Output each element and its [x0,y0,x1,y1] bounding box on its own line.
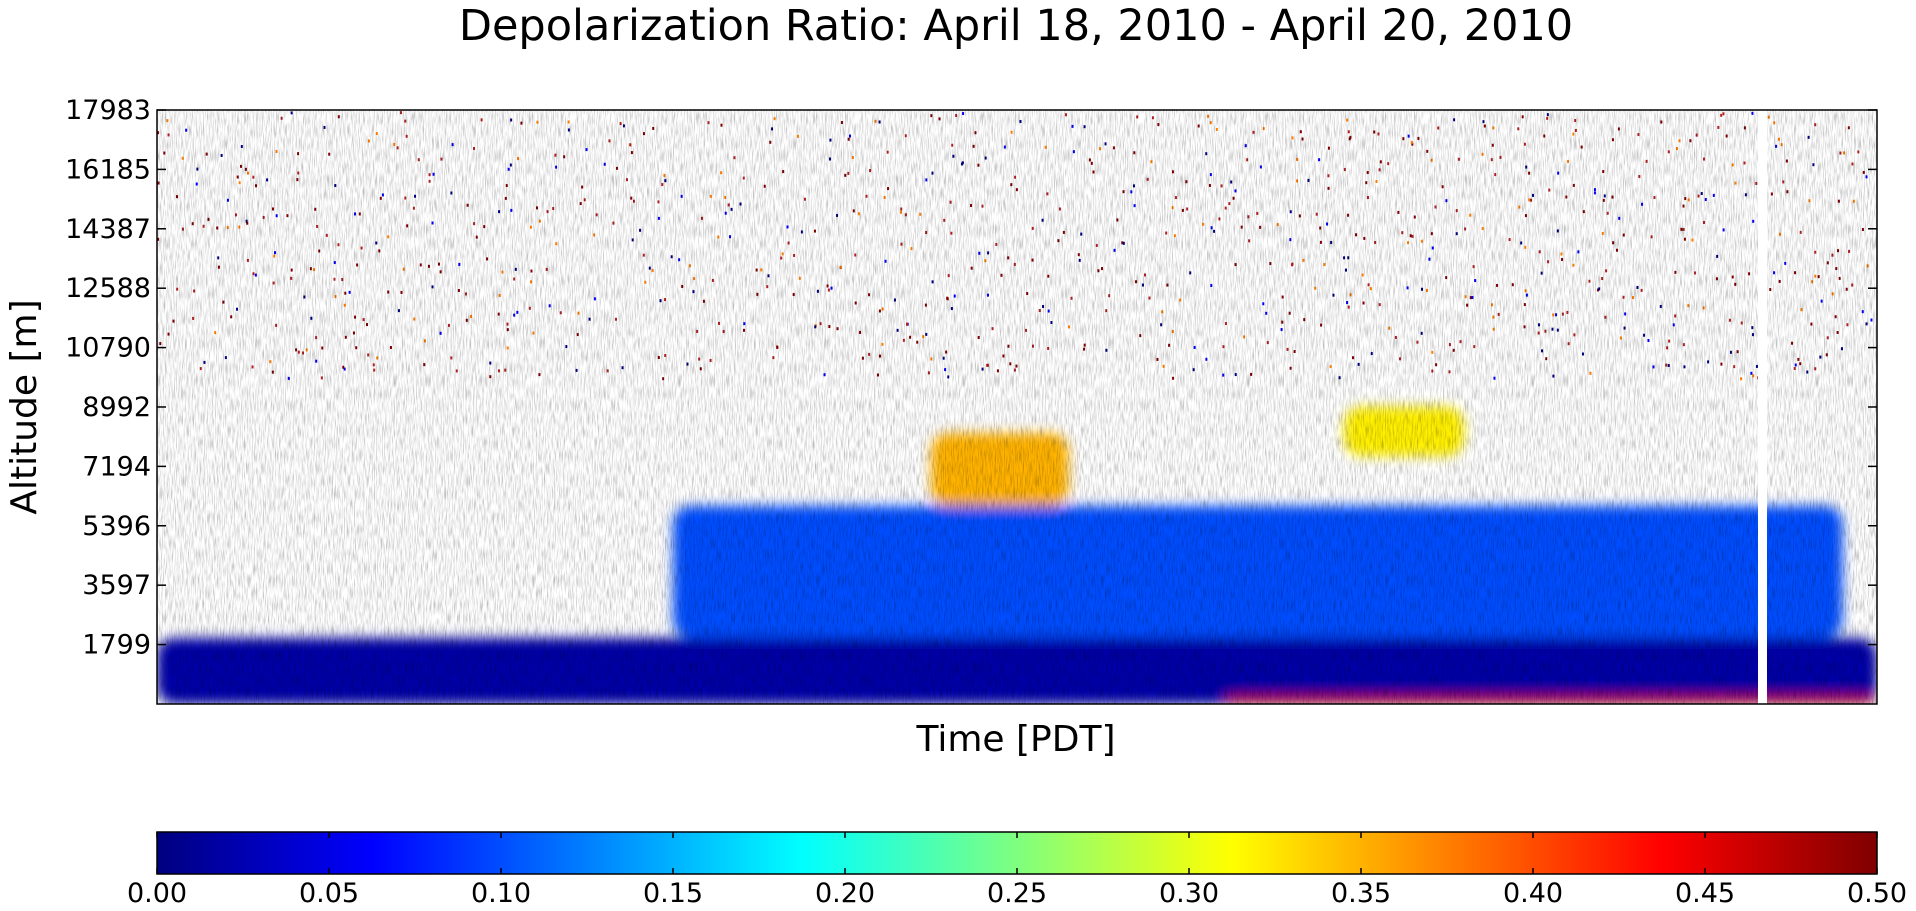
y-tick-label: 3597 [82,570,151,601]
y-axis-label: Altitude [m] [4,299,45,514]
colorbar-tick-label: 0.05 [299,878,359,909]
colorbar-tick-label: 0.00 [127,878,187,909]
colorbar-tick-label: 0.25 [987,878,1047,909]
x-axis-label: Time [PDT] [915,719,1115,760]
y-tick-label: 12588 [65,273,151,304]
plot-area [157,110,1877,704]
y-tick-label: 1799 [82,630,151,661]
colorbar-tick-label: 0.40 [1503,878,1563,909]
y-tick-label: 7194 [82,451,151,482]
colorbar-tick-label: 0.35 [1331,878,1391,909]
colorbar-tick-label: 0.10 [471,878,531,909]
y-tick-label: 8992 [82,392,151,423]
colorbar-tick-label: 0.15 [643,878,703,909]
y-tick-label: 16185 [65,154,151,185]
data-gap-stripe [1758,110,1767,704]
colorbar-tick-label: 0.50 [1847,878,1907,909]
texture-overlay [157,110,1877,704]
y-tick-label: 5396 [82,511,151,542]
colorbar-axis: 0.00 0.05 0.10 0.15 0.20 0.25 0.30 0.35 0.40 0.45… [127,832,1907,909]
colorbar-tick-label: 0.45 [1675,878,1735,909]
colorbar-tick-label: 0.20 [815,878,875,909]
y-tick-label: 17983 [65,95,151,126]
y-axis: 1799 3597 5396 7194 8992 10790 12588 14387 16185… [65,95,1877,661]
y-tick-label: 10790 [65,333,151,364]
chart-title: Depolarization Ratio: April 18, 2010 - A… [459,1,1573,51]
colorbar [156,831,1878,875]
colorbar-tick-label: 0.30 [1159,878,1219,909]
y-tick-label: 14387 [65,214,151,245]
